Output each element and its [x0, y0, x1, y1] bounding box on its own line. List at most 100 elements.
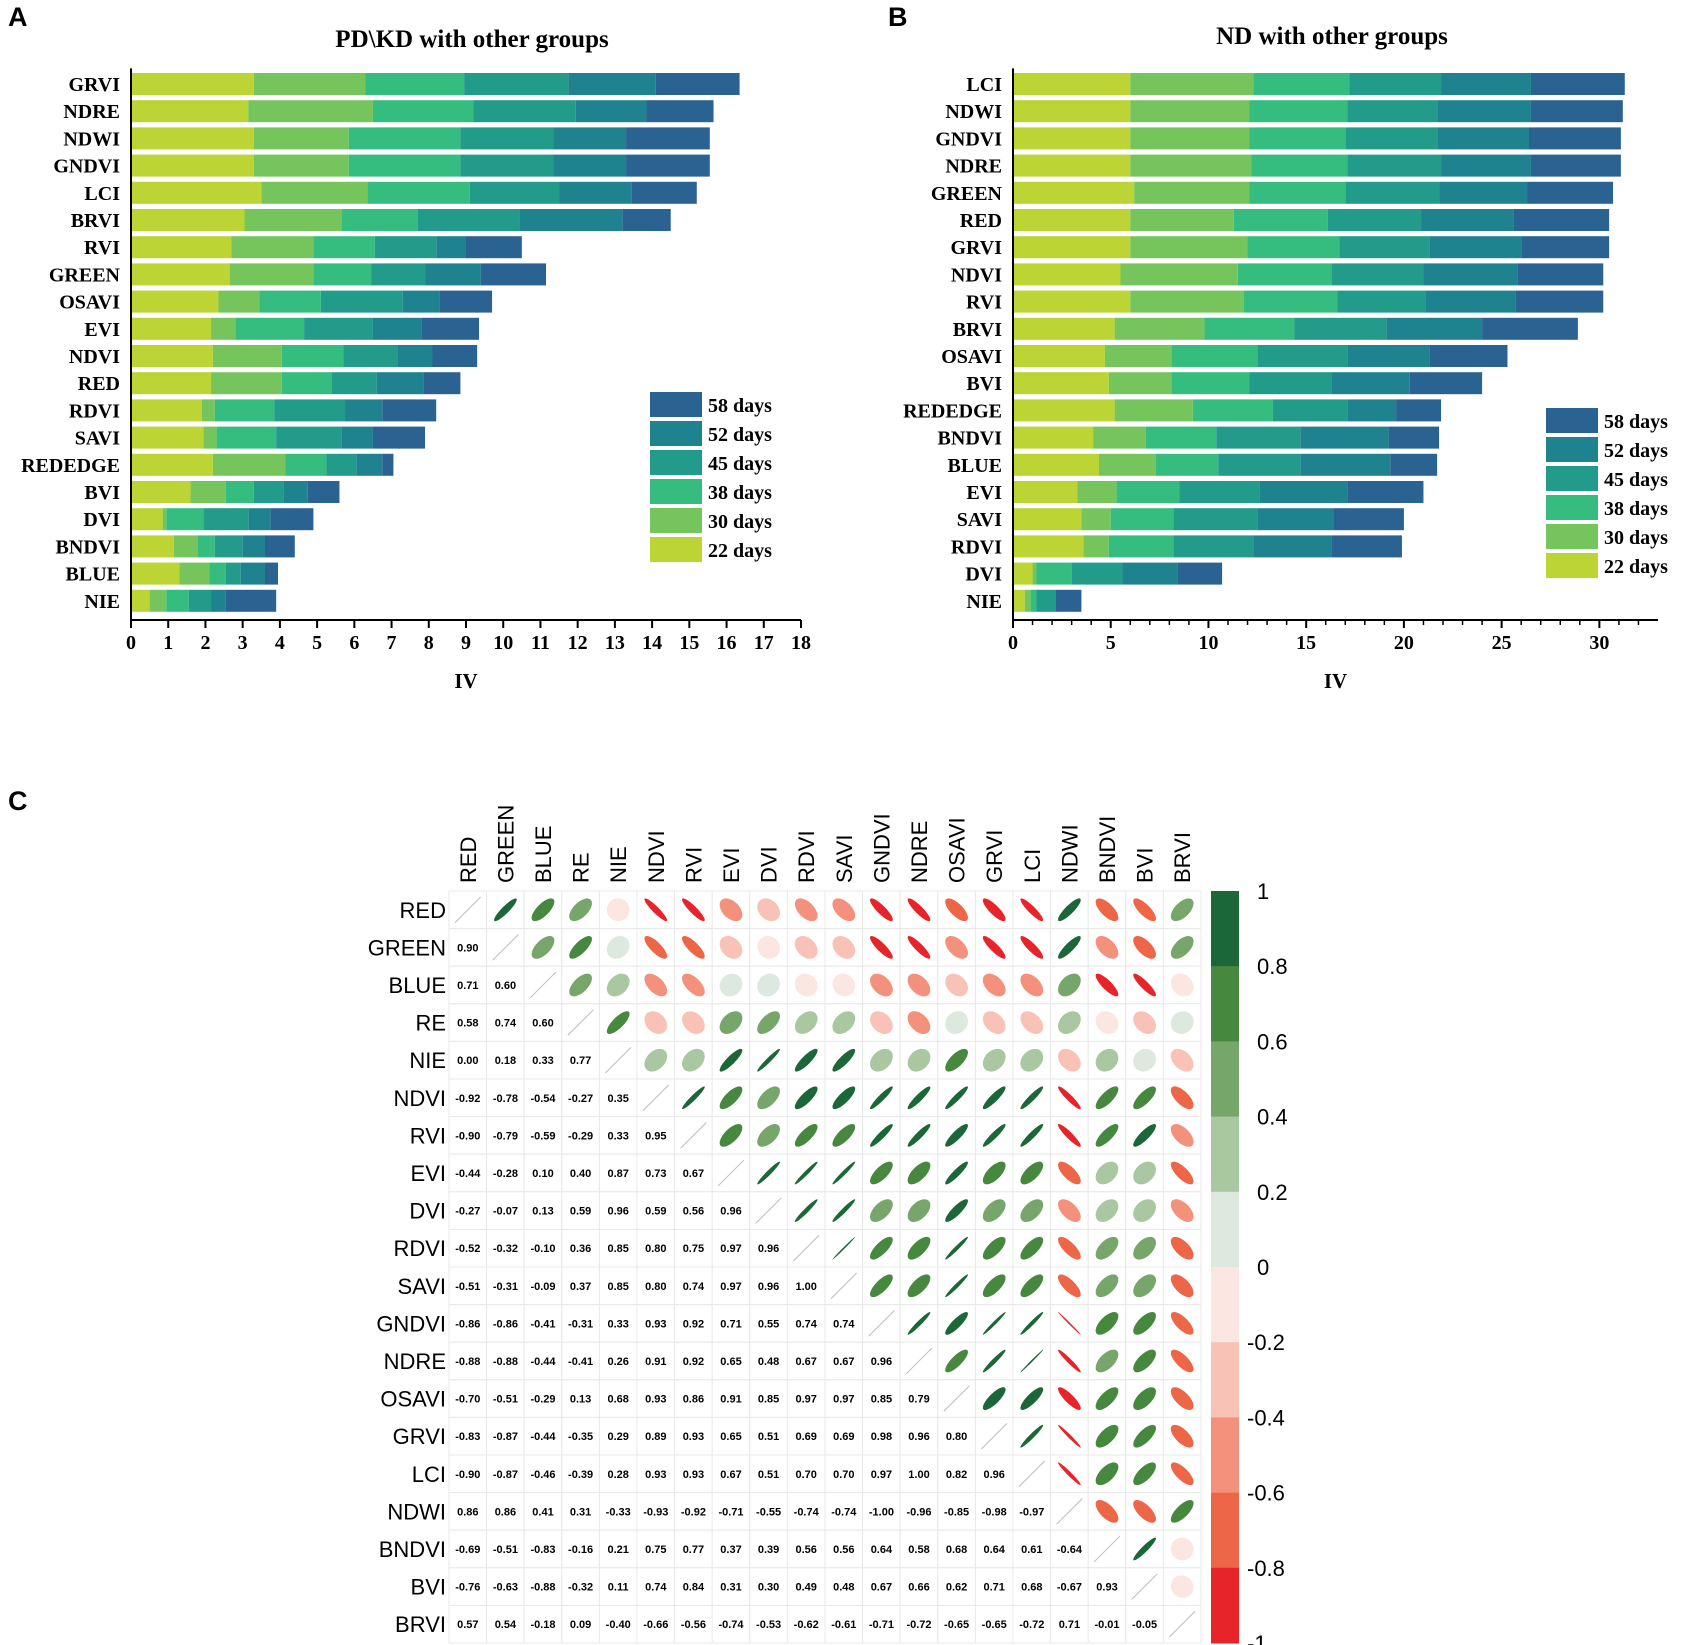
corr-ellipse: [1170, 1387, 1194, 1410]
corr-ellipse: [945, 1011, 968, 1034]
chart-a-row-label: OSAVI: [59, 292, 120, 314]
corr-ellipse: [1020, 1274, 1044, 1298]
chart-b-bar-segment: [1251, 154, 1348, 177]
corr-row-label: NIE: [409, 1048, 446, 1073]
chart-a-bar-segment: [402, 290, 440, 313]
corr-ellipse: [1170, 1048, 1194, 1072]
corr-ellipse: [794, 898, 818, 922]
corr-value: 0.68: [946, 1544, 967, 1556]
corr-row-label: RED: [400, 898, 446, 923]
chart-b-bar-segment: [1386, 317, 1483, 340]
corr-ellipse: [1058, 1011, 1081, 1034]
corr-value: 0.91: [645, 1356, 666, 1368]
corr-value: -0.31: [568, 1318, 593, 1330]
corr-cell: [862, 1379, 901, 1418]
chart-b-bar-segment: [1145, 426, 1217, 449]
corr-value: 0.67: [720, 1469, 741, 1481]
corr-ellipse: [1170, 936, 1194, 959]
chart-b-legend-label: 22 days: [1604, 556, 1668, 578]
corr-ellipse: [1133, 1462, 1156, 1486]
corr-value: -0.27: [455, 1206, 480, 1218]
corr-value: 0.68: [607, 1394, 628, 1406]
corr-ellipse: [1020, 1048, 1044, 1072]
corr-value: 0.96: [871, 1356, 892, 1368]
chart-a-legend-swatch: [650, 537, 702, 562]
corr-ellipse: [494, 898, 517, 922]
corr-ellipse: [794, 1011, 818, 1034]
corr-cell: [486, 1604, 525, 1644]
corr-cell: [561, 1492, 600, 1531]
corr-value: -0.90: [455, 1130, 480, 1142]
corr-ellipse: [1133, 936, 1156, 959]
corr-value: -0.46: [530, 1469, 555, 1481]
corr-ellipse: [945, 1349, 968, 1373]
corr-cell: [486, 965, 525, 1005]
corr-ellipse: [1133, 1086, 1156, 1110]
chart-a-bar-segment: [376, 372, 424, 395]
corr-ellipse: [1170, 1349, 1194, 1373]
corr-value: 0.69: [833, 1431, 854, 1443]
chart-a-bar-segment: [466, 236, 522, 259]
corr-value: 0.58: [457, 1018, 478, 1030]
corr-cell: [899, 1379, 939, 1418]
chart-b-bar-segment: [1171, 345, 1258, 367]
chart-b-bar-segment: [1013, 481, 1078, 503]
corr-diagonal: [1018, 1460, 1045, 1487]
colorbar-band: [1211, 1417, 1239, 1494]
corr-ellipse: [1170, 1199, 1194, 1222]
chart-b-row-label: RVI: [966, 292, 1002, 314]
chart-a-row-label: BRVI: [71, 210, 121, 232]
corr-ellipse: [644, 1011, 668, 1034]
corr-value: -0.86: [455, 1318, 480, 1330]
corr-value: 0.96: [607, 1206, 628, 1218]
chart-a-bar-segment: [203, 426, 217, 449]
corr-cell: [824, 1454, 864, 1494]
corr-cell: [598, 1266, 638, 1306]
chart-a-bar-segment: [131, 508, 163, 531]
chart-a-bar-segment: [374, 236, 437, 259]
corr-cell: [448, 1228, 488, 1268]
corr-value: 0.67: [795, 1356, 816, 1368]
chart-a-row-label: GNDVI: [53, 156, 120, 178]
chart-a-bar-segment: [460, 154, 554, 177]
chart-a-x-tick-label: 13: [605, 632, 625, 654]
chart-a-bar-segment: [421, 317, 480, 340]
chart-a-row-label: RDVI: [69, 400, 120, 422]
corr-value: -0.83: [530, 1544, 555, 1556]
corr-cell: [674, 1266, 713, 1306]
corr-cell: [824, 1379, 864, 1418]
corr-value: 0.85: [758, 1394, 779, 1406]
corr-cell: [899, 1529, 939, 1569]
corr-value: 0.51: [758, 1469, 779, 1481]
chart-a-bar-segment: [248, 508, 271, 531]
corr-cell: [674, 1379, 713, 1418]
corr-value: 0.65: [720, 1356, 741, 1368]
chart-b-bar-segment: [1249, 181, 1346, 204]
chart-b-bar-segment: [1530, 100, 1623, 123]
corr-value: 0.69: [795, 1431, 816, 1443]
corr-cell: [862, 1492, 901, 1531]
corr-diagonal: [1131, 1573, 1158, 1600]
chart-b-bar-segment: [1192, 399, 1273, 422]
colorbar-tick-label: -0.6: [1247, 1481, 1285, 1506]
colorbar-band: [1211, 1492, 1239, 1569]
chart-a-x-tick-label: 12: [568, 632, 588, 654]
corr-cell: [1125, 1604, 1164, 1644]
corr-value: -0.44: [530, 1356, 556, 1368]
chart-b-bar-segment: [1120, 263, 1238, 286]
corr-ellipse: [907, 1048, 931, 1072]
corr-ellipse: [870, 898, 893, 922]
corr-value: 0.74: [645, 1582, 667, 1594]
corr-ellipse: [907, 1011, 931, 1034]
corr-cell: [448, 1416, 488, 1456]
corr-cell: [598, 1116, 638, 1155]
corr-cell: [974, 928, 1014, 967]
corr-value: 0.97: [833, 1394, 854, 1406]
chart-b-legend-label: 58 days: [1604, 411, 1668, 433]
corr-ellipse: [907, 973, 931, 997]
corr-ellipse: [1095, 973, 1119, 997]
chart-a-bar-segment: [212, 345, 282, 367]
corr-value: -0.88: [493, 1356, 518, 1368]
corr-ellipse: [1020, 936, 1044, 959]
